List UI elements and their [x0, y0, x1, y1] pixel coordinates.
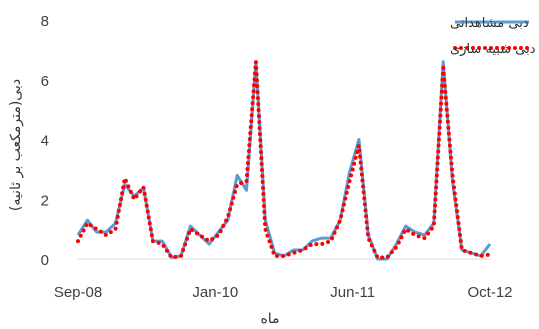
series-line-simulated — [76, 61, 492, 260]
x-tick-label: Jun-11 — [330, 284, 375, 301]
x-axis-ticks: Sep-08 Jan-10 Jun-11 Oct-12 — [54, 284, 513, 301]
legend: دبی مشاهداتی دبی شبیه سازی — [450, 16, 536, 57]
y-tick-label: 8 — [41, 13, 49, 30]
y-tick-label: 2 — [41, 192, 49, 209]
y-tick-label: 0 — [41, 252, 49, 269]
x-tick-label: Jan-10 — [192, 284, 238, 301]
y-axis-title: دبی(مترمکعب بر ثانیه) — [8, 79, 24, 211]
y-tick-label: 6 — [41, 73, 49, 90]
y-axis-ticks: 0 2 4 6 8 — [41, 13, 49, 269]
y-tick-label: 4 — [41, 133, 49, 150]
legend-label: دبی مشاهداتی — [450, 16, 529, 31]
x-axis-title: ماه — [260, 311, 279, 327]
legend-label: دبی شبیه سازی — [450, 42, 536, 57]
x-tick-label: Oct-12 — [467, 284, 512, 301]
series-line-observed — [76, 60, 492, 261]
plot-series — [76, 60, 492, 261]
x-tick-label: Sep-08 — [54, 284, 102, 301]
